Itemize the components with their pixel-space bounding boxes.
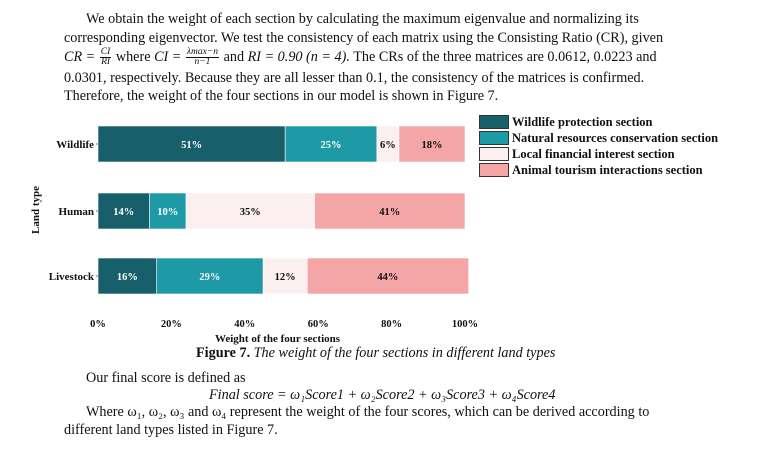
ci-symbol: CI = bbox=[154, 48, 182, 65]
cr-results: The CRs of the three matrices are 0.0612… bbox=[353, 48, 657, 65]
cr-symbol: CR = bbox=[64, 48, 96, 65]
x-tick-label: 40% bbox=[234, 319, 255, 330]
paragraph-line-1: We obtain the weight of each section by … bbox=[86, 11, 639, 27]
x-tick-label: 80% bbox=[381, 319, 402, 330]
category-tick-label: Human bbox=[59, 206, 94, 218]
bar-segment bbox=[314, 192, 466, 230]
figure-caption-text: The weight of the four sections in diffe… bbox=[253, 345, 556, 361]
legend-item-animal-tourism: Animal tourism interactions section bbox=[479, 162, 718, 178]
paragraph-line-3: CR = CI RI where CI = λmax−n n−1 and RI … bbox=[64, 47, 657, 67]
legend-item-wildlife-protection: Wildlife protection section bbox=[479, 114, 718, 130]
bar-segment bbox=[306, 257, 469, 295]
bar-data-label: 41% bbox=[379, 207, 400, 218]
x-tick-label: 60% bbox=[308, 319, 329, 330]
bar-segment bbox=[185, 192, 315, 230]
final-score-formula: Final score = ω₁Score1 + ω₂Score2 + ω₃Sc… bbox=[209, 387, 556, 403]
bar-data-label: 29% bbox=[199, 272, 220, 283]
bar-data-label: 10% bbox=[157, 207, 178, 218]
legend-label: Animal tourism interactions section bbox=[512, 163, 703, 177]
category-tick-label: Wildlife bbox=[56, 139, 94, 151]
ri-expression: RI = 0.90 (n = 4). bbox=[247, 48, 350, 65]
ci-denominator: n−1 bbox=[194, 57, 211, 67]
after-line-1: Our final score is defined as bbox=[86, 370, 246, 386]
category-tick-label: Livestock bbox=[49, 271, 95, 283]
paragraph-line-5: Therefore, the weight of the four sectio… bbox=[64, 88, 499, 104]
legend-label: Natural resources conservation section bbox=[512, 131, 719, 145]
bar-segment bbox=[262, 257, 308, 295]
bar-segment bbox=[97, 192, 150, 230]
legend-swatch bbox=[479, 131, 509, 145]
bar-data-label: 12% bbox=[275, 272, 296, 283]
chart-legend: Wildlife protection section Natural reso… bbox=[479, 114, 718, 178]
bar-data-label: 16% bbox=[117, 272, 138, 283]
bar-data-label: 18% bbox=[421, 140, 442, 151]
x-tick-label: 0% bbox=[90, 319, 106, 330]
cr-fraction: CI RI bbox=[99, 47, 112, 67]
x-axis-title: Weight of the four sections bbox=[215, 333, 341, 345]
ci-numerator: λmax−n bbox=[185, 47, 220, 58]
figure-caption-label: Figure 7. bbox=[196, 345, 251, 361]
bar-segment bbox=[398, 125, 466, 163]
bar-data-label: 44% bbox=[377, 272, 398, 283]
bar-data-label: 14% bbox=[113, 207, 134, 218]
bar-data-label: 51% bbox=[181, 140, 202, 151]
legend-label: Wildlife protection section bbox=[512, 115, 653, 129]
legend-swatch bbox=[479, 115, 509, 129]
where-word: where bbox=[115, 48, 151, 65]
cr-numerator: CI bbox=[99, 47, 112, 58]
after-line-3: Where ω₁, ω₂, ω₃ and ω₄ represent the we… bbox=[86, 404, 650, 420]
legend-item-natural-resources: Natural resources conservation section bbox=[479, 130, 718, 146]
bar-data-label: 25% bbox=[321, 140, 342, 151]
bar-data-label: 6% bbox=[380, 140, 396, 151]
figure-caption: Figure 7. The weight of the four section… bbox=[196, 345, 555, 362]
bar-segment bbox=[284, 125, 378, 163]
y-axis-title: Land type bbox=[30, 186, 42, 234]
paragraph-line-2: corresponding eigenvector. We test the c… bbox=[64, 30, 664, 46]
legend-swatch bbox=[479, 163, 509, 177]
x-tick-label: 100% bbox=[452, 319, 478, 330]
bar-segment bbox=[97, 257, 158, 295]
cr-denominator: RI bbox=[101, 57, 111, 67]
x-tick-label: 20% bbox=[161, 319, 182, 330]
and-word: and bbox=[223, 48, 245, 65]
bar-data-label: 35% bbox=[240, 207, 261, 218]
ci-fraction: λmax−n n−1 bbox=[185, 47, 220, 67]
after-line-4: different land types listed in Figure 7. bbox=[64, 422, 278, 438]
legend-item-local-financial: Local financial interest section bbox=[479, 146, 718, 162]
legend-label: Local financial interest section bbox=[512, 147, 675, 161]
legend-swatch bbox=[479, 147, 509, 161]
paragraph-line-4: 0.0301, respectively. Because they are a… bbox=[64, 70, 645, 86]
